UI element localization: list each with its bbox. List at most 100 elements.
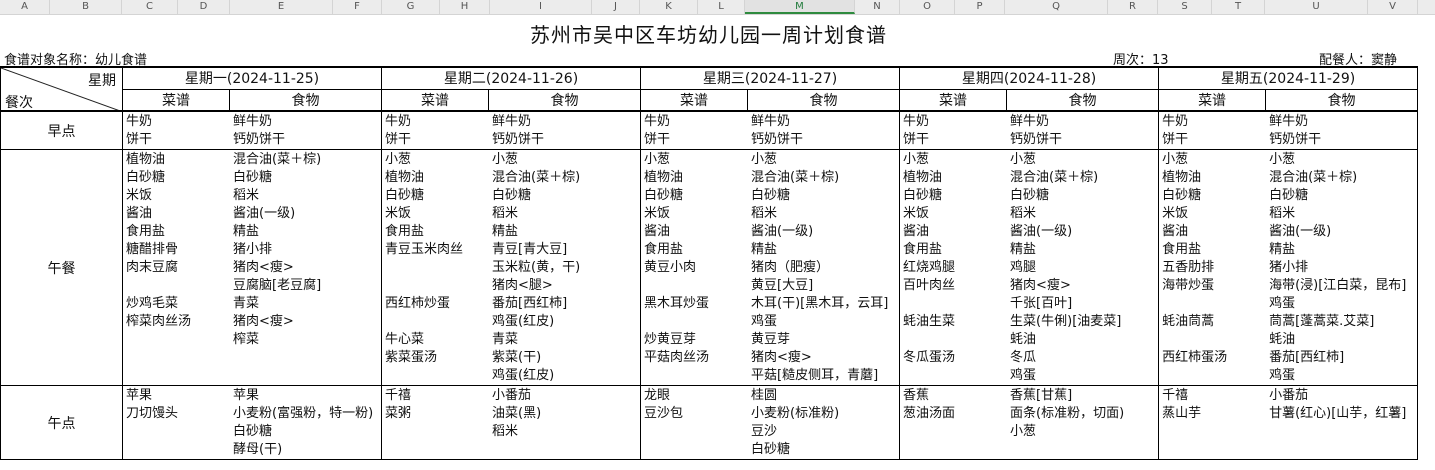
food-cell[interactable]: 小葱 混合油(菜＋棕) 白砂糖 稻米 酱油(一级) 精盐 猪肉（肥瘦） 黄豆[大豆] 木耳(干)… xyxy=(747,149,901,386)
day-header-1[interactable]: 星期一(2024-11-25) xyxy=(121,66,383,90)
column-header-A[interactable]: A xyxy=(0,0,50,14)
menu-cell[interactable]: 牛奶 饼干 xyxy=(122,110,230,150)
food-cell[interactable]: 小番茄 甘薯(红心)[山芋，红薯] xyxy=(1265,385,1419,460)
menu-cell[interactable]: 牛奶 饼干 xyxy=(640,110,748,150)
day-header-4[interactable]: 星期四(2024-11-28) xyxy=(899,66,1160,90)
dish-name: 五香肋排 xyxy=(1162,260,1215,275)
food-cell[interactable]: 鲜牛奶 钙奶饼干 xyxy=(1265,110,1419,150)
column-header-L[interactable]: L xyxy=(698,0,745,14)
column-header-U[interactable]: U xyxy=(1265,0,1368,14)
column-header-G[interactable]: G xyxy=(382,0,440,14)
ingredient-name: 白砂糖 xyxy=(1010,188,1050,203)
column-header-C[interactable]: C xyxy=(122,0,178,14)
ingredient-name: 钙奶饼干 xyxy=(233,132,286,147)
food-cell[interactable]: 小葱 混合油(菜＋棕) 白砂糖 稻米 精盐 青豆[青大豆] 玉米粒(黄，干) 猪肉<腿> 番茄[… xyxy=(488,149,642,386)
column-header-I[interactable]: I xyxy=(490,0,592,14)
ingredient-name: 茼蒿[蓬蒿菜.艾菜] xyxy=(1269,314,1375,329)
ingredient-name: 鲜牛奶 xyxy=(1269,114,1309,129)
dish-name: 小葱 xyxy=(903,152,930,167)
food-cell[interactable]: 混合油(菜＋棕) 白砂糖 稻米 酱油(一级) 精盐 猪小排 猪肉<瘦> 豆腐脑[老豆腐] 青菜猪… xyxy=(229,149,383,386)
menu-cell[interactable]: 龙眼 豆沙包 xyxy=(640,385,748,460)
dish-name: 米饭 xyxy=(903,206,930,221)
dish-name: 炒鸡毛菜 xyxy=(126,296,179,311)
ingredient-name: 猪肉（肥瘦） xyxy=(751,260,830,275)
day-header-5[interactable]: 星期五(2024-11-29) xyxy=(1158,66,1419,90)
dish-name: 牛奶 xyxy=(126,114,153,129)
menu-cell[interactable]: 香蕉 葱油汤面 xyxy=(899,385,1007,460)
dish-name: 饼干 xyxy=(903,132,930,147)
menu-cell[interactable]: 千禧 菜粥 xyxy=(381,385,489,460)
day-header-3[interactable]: 星期三(2024-11-27) xyxy=(640,66,901,90)
column-header-M[interactable]: M xyxy=(745,0,855,14)
ingredient-name: 小麦粉(富强粉，特一粉) xyxy=(233,406,374,421)
ingredient-name: 混合油(菜＋棕) xyxy=(492,170,581,185)
food-cell[interactable]: 鲜牛奶 钙奶饼干 xyxy=(1006,110,1160,150)
column-header-P[interactable]: P xyxy=(955,0,1005,14)
column-header-O[interactable]: O xyxy=(900,0,955,14)
column-header-V[interactable]: V xyxy=(1368,0,1418,14)
food-cell[interactable]: 鲜牛奶 钙奶饼干 xyxy=(488,110,642,150)
corner-header-cell[interactable]: 星期 餐次 xyxy=(0,66,123,112)
food-cell[interactable]: 小葱 混合油(菜＋棕) 白砂糖 稻米 酱油(一级) 精盐 猪小排 海带(浸)[江白菜，昆布] 鸡… xyxy=(1265,149,1419,386)
column-header-B[interactable]: B xyxy=(50,0,122,14)
ingredient-name: 鸡蛋 xyxy=(1010,368,1037,383)
column-header-H[interactable]: H xyxy=(440,0,490,14)
column-header-N[interactable]: N xyxy=(855,0,900,14)
food-cell[interactable]: 小葱 混合油(菜＋棕) 白砂糖 稻米 酱油(一级) 精盐 鸡腿 猪肉<瘦> 千张[百叶] 生菜(牛… xyxy=(1006,149,1160,386)
ingredient-name: 番茄[西红柿] xyxy=(492,296,568,311)
dish-name: 白砂糖 xyxy=(903,188,943,203)
day-header-2[interactable]: 星期二(2024-11-26) xyxy=(381,66,642,90)
food-cell[interactable]: 鲜牛奶 钙奶饼干 xyxy=(229,110,383,150)
ingredient-name: 小葱 xyxy=(492,152,519,167)
ingredient-name: 猪肉<瘦> xyxy=(1010,278,1071,293)
food-cell[interactable]: 香蕉[甘蕉] 面条(标准粉，切面) 小葱 xyxy=(1006,385,1160,460)
ingredient-name: 稻米 xyxy=(1010,206,1037,221)
ingredient-name: 混合油(菜＋棕) xyxy=(751,170,840,185)
ingredient-name: 青菜 xyxy=(492,332,519,347)
column-header-Q[interactable]: Q xyxy=(1005,0,1108,14)
dish-name: 平菇肉丝汤 xyxy=(644,350,710,365)
ingredient-name: 猪小排 xyxy=(1269,260,1309,275)
dish-name: 米饭 xyxy=(126,188,153,203)
menu-cell[interactable]: 牛奶 饼干 xyxy=(899,110,1007,150)
food-cell[interactable]: 苹果 小麦粉(富强粉，特一粉) 白砂糖 酵母(干) xyxy=(229,385,383,460)
menu-cell[interactable]: 牛奶 饼干 xyxy=(381,110,489,150)
column-header-E[interactable]: E xyxy=(230,0,333,14)
menu-cell[interactable]: 苹果 刀切馒头 xyxy=(122,385,230,460)
column-header-D[interactable]: D xyxy=(178,0,230,14)
preparer-label: 配餐人：窦静 xyxy=(1319,53,1398,68)
column-header-F[interactable]: F xyxy=(333,0,382,14)
ingredient-name: 白砂糖 xyxy=(751,188,791,203)
menu-cell[interactable]: 小葱 植物油 白砂糖 米饭 酱油 食用盐 五香肋排 海带炒蛋 蚝油茼蒿 西红柿蛋汤 xyxy=(1158,149,1266,386)
menu-cell[interactable]: 牛奶 饼干 xyxy=(1158,110,1266,150)
ingredient-name: 酱油(一级) xyxy=(1010,224,1073,239)
food-cell[interactable]: 桂圆 小麦粉(标准粉) 豆沙 白砂糖 xyxy=(747,385,901,460)
dish-name: 炒黄豆芽 xyxy=(644,332,697,347)
menu-cell[interactable]: 植物油 白砂糖 米饭 酱油 食用盐 糖醋排骨 肉末豆腐 炒鸡毛菜 榨菜肉丝汤 xyxy=(122,149,230,386)
column-header-S[interactable]: S xyxy=(1158,0,1212,14)
dish-name: 食用盐 xyxy=(126,224,166,239)
ingredient-name: 鲜牛奶 xyxy=(492,114,532,129)
menu-cell[interactable]: 小葱 植物油 白砂糖 米饭 酱油 食用盐 红烧鸡腿 百叶肉丝 蚝油生菜 冬瓜蛋汤 xyxy=(899,149,1007,386)
menu-cell[interactable]: 小葱 植物油 白砂糖 米饭 食用盐 青豆玉米肉丝 西红柿炒蛋 牛心菜 紫菜蛋汤 xyxy=(381,149,489,386)
food-cell[interactable]: 小番茄 油菜(黑) 稻米 xyxy=(488,385,642,460)
ingredient-name: 猪肉<瘦> xyxy=(751,350,812,365)
dish-name xyxy=(644,277,747,295)
dish-name: 青豆玉米肉丝 xyxy=(385,242,464,257)
column-header-R[interactable]: R xyxy=(1108,0,1158,14)
food-cell[interactable]: 鲜牛奶 钙奶饼干 xyxy=(747,110,901,150)
dish-name: 肉末豆腐 xyxy=(126,260,179,275)
column-header-K[interactable]: K xyxy=(640,0,698,14)
dish-name: 香蕉 xyxy=(903,388,930,403)
ingredient-name: 榨菜 xyxy=(233,332,260,347)
column-header-T[interactable]: T xyxy=(1212,0,1265,14)
ingredient-name: 白砂糖 xyxy=(233,424,273,439)
column-header-J[interactable]: J xyxy=(592,0,640,14)
dish-name: 豆沙包 xyxy=(644,406,684,421)
meal-label-0: 早点 xyxy=(0,110,123,150)
ingredient-name: 黄豆[大豆] xyxy=(751,278,814,293)
menu-cell[interactable]: 小葱 植物油 白砂糖 米饭 酱油 食用盐 黄豆小肉 黑木耳炒蛋 炒黄豆芽 平菇肉丝汤 xyxy=(640,149,748,386)
menu-cell[interactable]: 千禧 蒸山芋 xyxy=(1158,385,1266,460)
dish-name: 牛奶 xyxy=(644,114,671,129)
